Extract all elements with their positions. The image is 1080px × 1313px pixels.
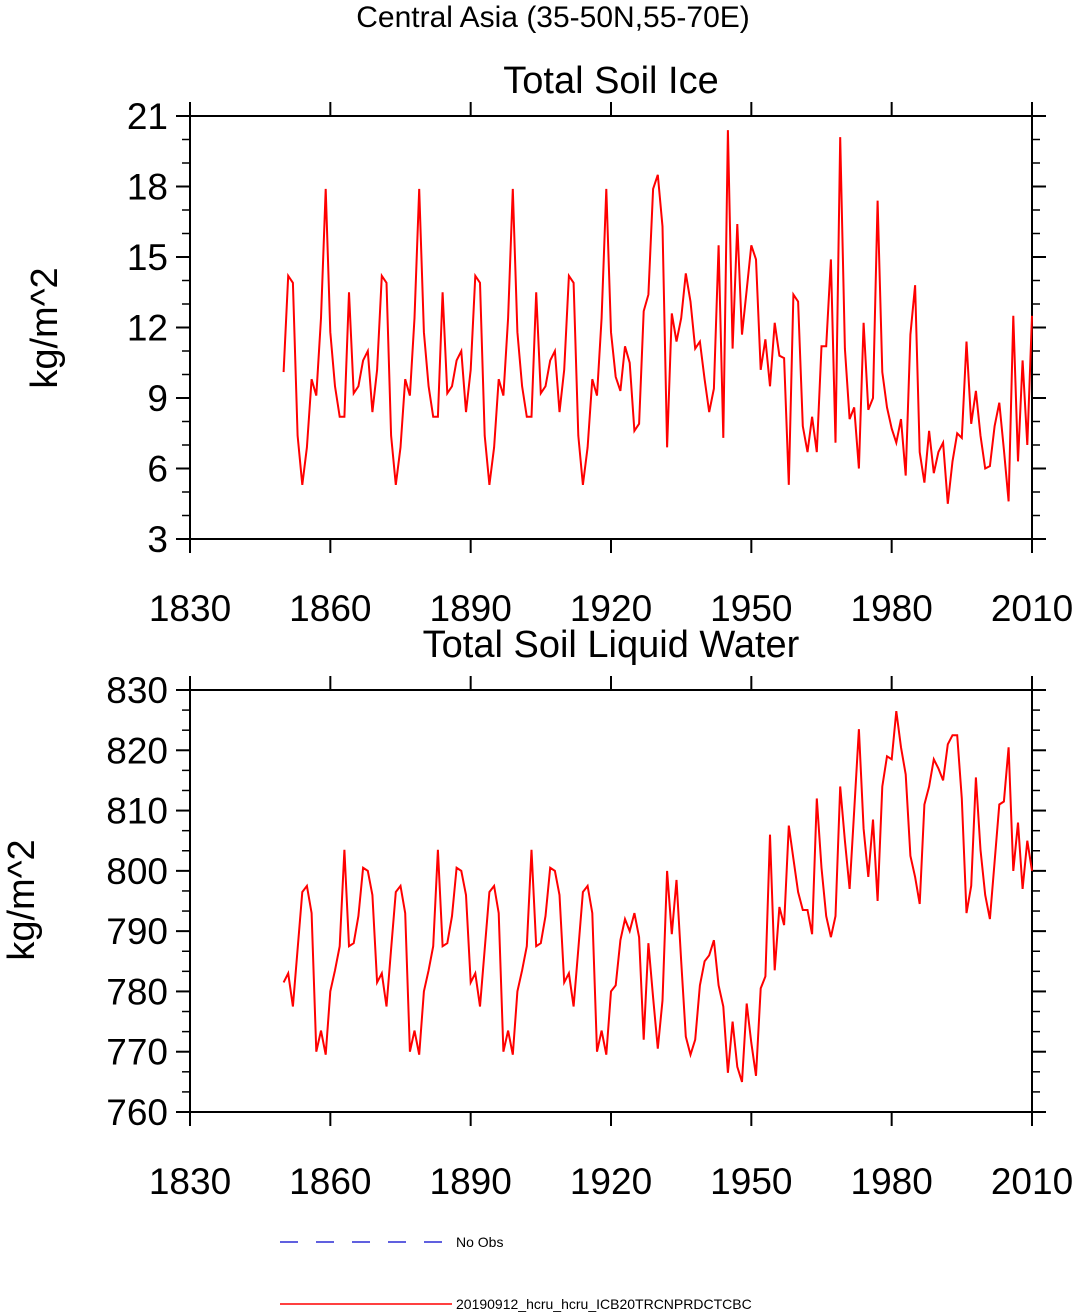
x-tick-label: 1980 (851, 1161, 933, 1202)
x-tick-label: 1860 (289, 1161, 371, 1202)
series-line (282, 130, 1033, 504)
x-tick-label: 1890 (430, 1161, 512, 1202)
legend-label-model: 20190912_hcru_hcru_ICB20TRCNPRDCTCBC (456, 1296, 752, 1312)
y-tick-label: 9 (147, 378, 168, 419)
x-tick-label: 1920 (570, 588, 652, 629)
x-tick-label: 1950 (710, 1161, 792, 1202)
y-axis-label: kg/m^2 (1, 839, 43, 960)
x-tick-label: 1890 (430, 588, 512, 629)
y-tick-label: 15 (127, 237, 168, 278)
y-tick-label: 820 (106, 730, 168, 771)
series-line (282, 710, 1033, 1083)
plot-frame (189, 689, 1033, 1113)
y-tick-label: 12 (127, 308, 168, 349)
y-tick-label: 800 (106, 851, 168, 892)
y-tick-label: 780 (106, 971, 168, 1012)
y-tick-label: 760 (106, 1092, 168, 1133)
legend-label-no-obs: No Obs (456, 1234, 503, 1250)
y-tick-label: 810 (106, 791, 168, 832)
panel-title: Total Soil Liquid Water (423, 624, 800, 666)
y-tick-label: 18 (127, 167, 168, 208)
y-tick-label: 770 (106, 1032, 168, 1073)
y-tick-label: 790 (106, 911, 168, 952)
x-tick-label: 2010 (991, 1161, 1073, 1202)
y-tick-label: 830 (106, 670, 168, 711)
legend: No Obs 20190912_hcru_hcru_ICB20TRCNPRDCT… (280, 1234, 752, 1312)
y-tick-label: 3 (147, 519, 168, 560)
x-tick-label: 1950 (710, 588, 792, 629)
panel-total-soil-ice: Total Soil Ice kg/m^2 3 6 9 12 15 18 21 1830 186… (24, 60, 1073, 629)
figure-title: Central Asia (35-50N,55-70E) (356, 1, 750, 34)
y-axis-label: kg/m^2 (24, 267, 66, 388)
panel-total-soil-liquid-water: Total Soil Liquid Water kg/m^2 760 770 780… (1, 624, 1073, 1202)
x-tick-label: 1830 (149, 588, 231, 629)
x-tick-label: 1920 (570, 1161, 652, 1202)
x-tick-label: 2010 (991, 588, 1073, 629)
y-tick-label: 6 (147, 449, 168, 490)
x-tick-label: 1830 (149, 1161, 231, 1202)
y-tick-label: 21 (127, 96, 168, 137)
panel-title: Total Soil Ice (503, 60, 718, 102)
x-tick-label: 1860 (289, 588, 371, 629)
x-tick-label: 1980 (851, 588, 933, 629)
